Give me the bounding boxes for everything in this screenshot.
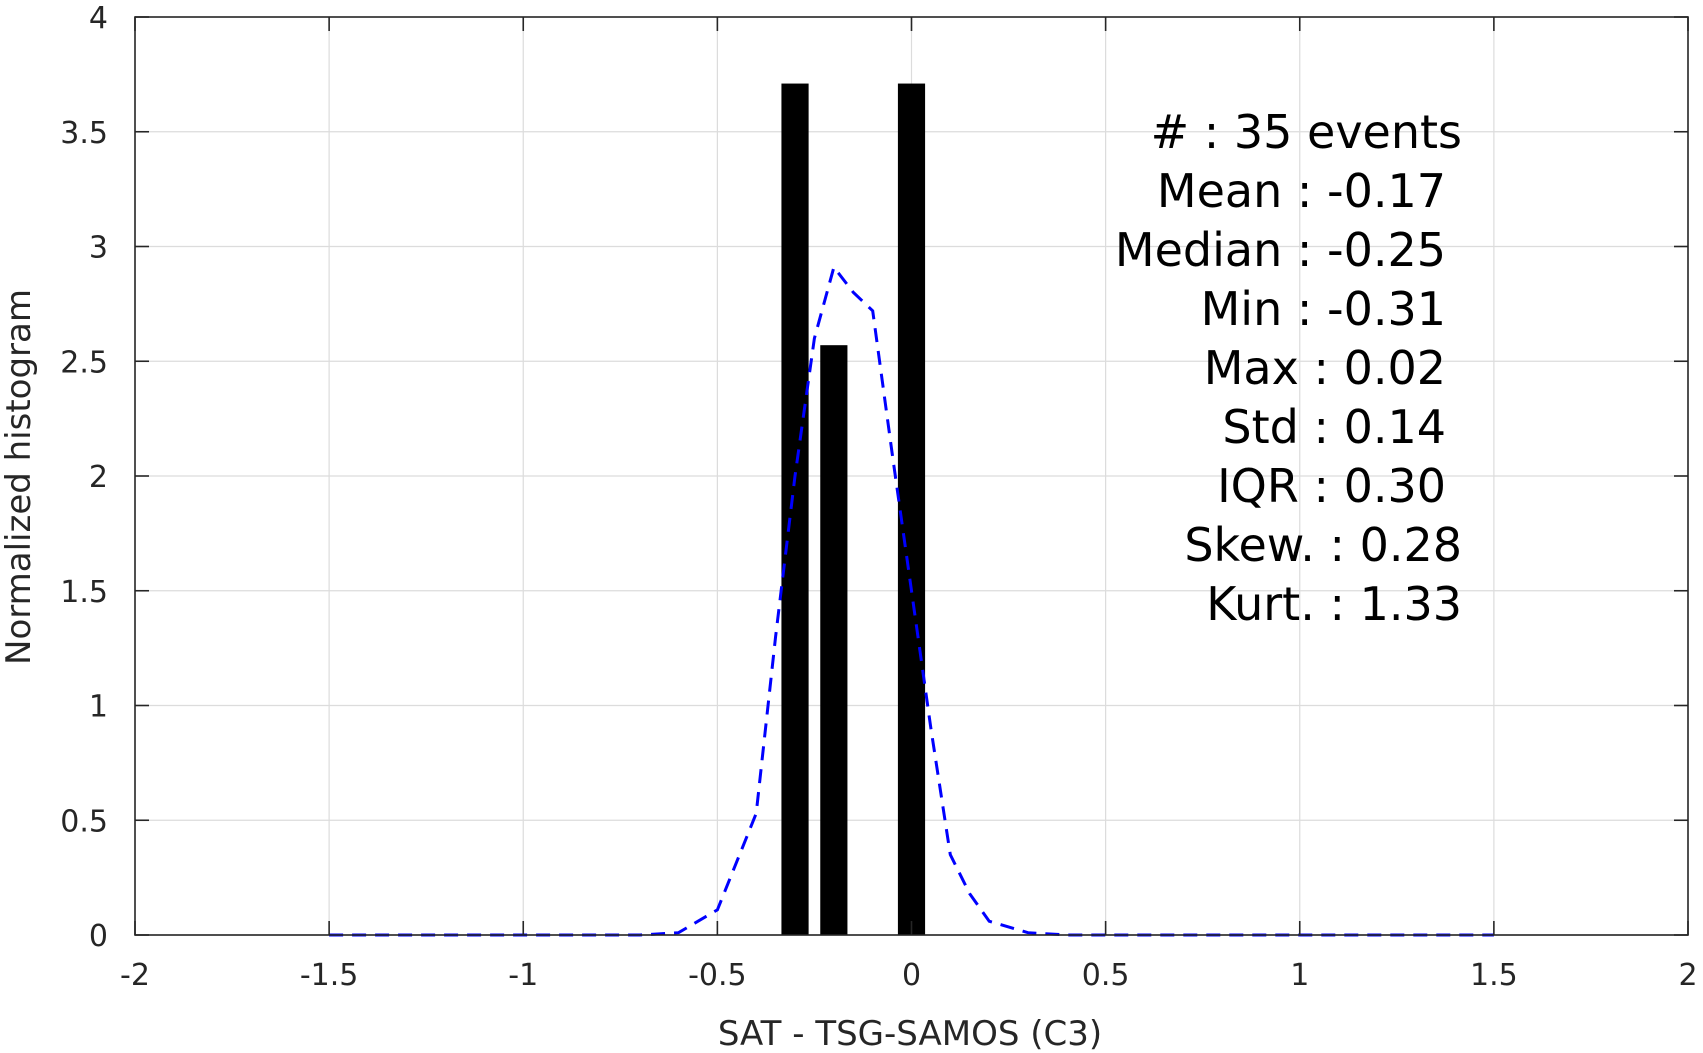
x-tick-label-5: 0.5 xyxy=(1082,958,1130,993)
y-tick-label-4: 2 xyxy=(89,460,108,495)
x-tick-label-2: -1 xyxy=(508,958,538,993)
y-tick-label-0: 0 xyxy=(89,919,108,954)
y-tick-labels: 0 0.5 1 1.5 2 2.5 3 3.5 4 xyxy=(60,1,108,954)
y-tick-label-3: 1.5 xyxy=(60,575,108,610)
stats-line-4: Max : 0.02 xyxy=(1204,341,1446,395)
y-axis-label: Normalized histogram xyxy=(0,289,39,665)
stats-line-3: Min : -0.31 xyxy=(1201,282,1446,336)
x-tick-label-1: -1.5 xyxy=(300,958,359,993)
axes-box xyxy=(134,16,1689,936)
x-tick-label-4: 0 xyxy=(902,958,921,993)
stats-line-7: Skew. : 0.28 xyxy=(1184,518,1462,572)
histogram-bars xyxy=(781,83,926,936)
y-tick-label-7: 3.5 xyxy=(60,116,108,151)
y-tick-label-2: 1 xyxy=(89,690,108,725)
x-tick-label-8: 2 xyxy=(1678,958,1697,993)
y-tick-label-1: 0.5 xyxy=(60,804,108,839)
y-tick-label-8: 4 xyxy=(89,1,108,36)
y-tick-label-5: 2.5 xyxy=(60,345,108,380)
histogram-bar-0 xyxy=(781,83,809,936)
x-tick-label-7: 1.5 xyxy=(1470,958,1518,993)
histogram-bar-2 xyxy=(897,83,926,936)
stats-line-2: Median : -0.25 xyxy=(1115,223,1446,277)
x-axis-label: SAT - TSG-SAMOS (C3) xyxy=(718,1014,1102,1053)
histogram-bar-1 xyxy=(820,345,848,935)
stats-line-8: Kurt. : 1.33 xyxy=(1206,577,1462,631)
x-tick-label-6: 1 xyxy=(1290,958,1309,993)
y-tick-label-6: 3 xyxy=(89,231,108,266)
stats-line-5: Std : 0.14 xyxy=(1222,400,1446,454)
x-tick-labels: -2 -1.5 -1 -0.5 0 0.5 1 1.5 2 xyxy=(120,958,1698,993)
x-tick-label-0: -2 xyxy=(120,958,150,993)
stats-line-6: IQR : 0.30 xyxy=(1217,459,1446,513)
stats-line-1: Mean : -0.17 xyxy=(1157,164,1446,218)
x-tick-label-3: -0.5 xyxy=(688,958,747,993)
stats-line-0: # : 35 events xyxy=(1151,105,1462,159)
